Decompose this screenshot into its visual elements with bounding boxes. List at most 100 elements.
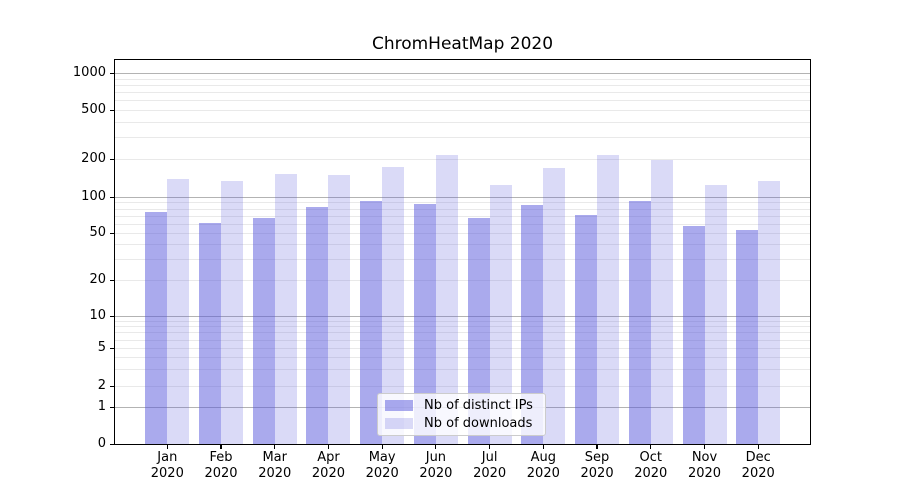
x-tick-mark [757,445,759,449]
gridline-minor [115,244,810,246]
x-tick-mark [542,445,544,449]
gridline-major [115,316,810,317]
x-tick-year: 2020 [634,465,668,481]
y-tick-label: 5 [97,340,106,355]
bar-distinct-ips [736,229,759,444]
gridline-minor [115,233,810,234]
bar-downloads [650,160,673,444]
gridline-major [115,197,810,198]
x-tick-month: Jul [481,450,498,465]
x-tick-label: Jan 2020 [132,450,202,481]
y-tick-label: 2 [97,378,106,393]
x-tick-year: 2020 [204,465,238,481]
bar-distinct-ips [682,226,705,444]
x-tick-month: Jan [157,450,178,465]
y-tick-mark [110,232,114,234]
y-tick-label: 1 [97,399,106,414]
x-tick-month: Oct [639,450,662,465]
gridline-minor [115,259,810,261]
legend-item-distinct-ips: Nb of distinct IPs [385,398,545,413]
x-tick-label: Aug 2020 [508,450,578,481]
bars-layer [115,60,810,444]
x-tick-year: 2020 [311,465,345,481]
x-tick-mark [220,445,222,449]
y-tick-label: 0 [97,436,106,451]
y-tick-mark [110,196,114,198]
x-tick-label: Mar 2020 [240,450,310,481]
bar-distinct-ips [413,204,436,444]
bar-distinct-ips [521,204,544,444]
gridline-minor [115,326,810,328]
gridline-minor [115,320,810,322]
legend-label-distinct-ips: Nb of distinct IPs [424,397,533,413]
bar-downloads [274,174,297,444]
x-tick-month: Aug [530,450,557,465]
y-tick-label: 100 [81,189,106,204]
x-tick-mark [327,445,330,449]
x-tick-mark [703,445,706,449]
bar-distinct-ips [252,217,275,444]
bar-downloads [489,184,512,444]
gridline-major [115,73,810,74]
grid-layer [115,60,810,444]
y-tick-mark [110,158,114,160]
legend-label-downloads: Nb of downloads [424,416,533,432]
bar-downloads [167,178,190,444]
x-tick-year: 2020 [365,465,399,481]
x-tick-mark [596,445,598,449]
x-tick-year: 2020 [258,465,292,481]
gridline-minor [115,78,810,80]
bar-distinct-ips [306,207,329,444]
x-tick-year: 2020 [687,465,722,481]
gridline-minor [115,121,810,123]
gridline-minor [115,202,810,204]
x-tick-mark [381,445,383,449]
x-tick-label: Apr 2020 [293,450,363,481]
gridline-minor [115,110,810,111]
x-tick-label: Nov 2020 [670,450,740,481]
x-tick-month: Mar [262,450,287,465]
x-tick-mark [435,445,437,449]
x-tick-mark [166,445,168,449]
bar-downloads [704,184,727,444]
x-tick-label: Jun 2020 [401,450,471,481]
gridline-minor [115,208,810,210]
gridline-minor [115,137,810,139]
gridline-minor [115,159,810,160]
x-tick-month: Feb [209,450,233,465]
x-tick-label: Sep 2020 [562,450,632,481]
legend: Nb of distinct IPs Nb of downloads [377,393,546,436]
gridline-minor [115,369,810,371]
bar-downloads [435,155,458,444]
gridline-minor [115,92,810,94]
x-tick-month: Apr [317,450,340,465]
legend-swatch-distinct-ips [385,399,413,411]
gridline-minor [115,332,810,334]
y-tick-mark [110,406,114,408]
y-tick-mark [110,109,114,111]
bar-distinct-ips [145,211,168,444]
gridline-minor [115,386,810,387]
x-tick-year: 2020 [150,465,184,481]
bar-downloads [328,174,351,444]
gridline-minor [115,215,810,217]
gridline-minor [115,348,810,349]
y-tick-mark [110,315,114,317]
x-tick-month: Sep [584,450,610,465]
legend-swatch-downloads [385,418,413,430]
gridline-minor [115,84,810,86]
x-tick-year: 2020 [473,465,507,481]
y-tick-mark [110,72,114,74]
x-tick-label: Jul 2020 [455,450,525,481]
x-tick-year: 2020 [526,465,560,481]
y-tick-label: 1000 [72,65,106,80]
x-tick-month: Nov [691,450,718,465]
bar-downloads [758,180,781,444]
x-tick-year: 2020 [419,465,453,481]
x-tick-label: Dec 2020 [723,450,793,481]
x-tick-year: 2020 [741,465,775,481]
y-tick-mark [110,385,114,387]
y-tick-label: 500 [81,102,106,117]
x-tick-mark [650,445,652,449]
